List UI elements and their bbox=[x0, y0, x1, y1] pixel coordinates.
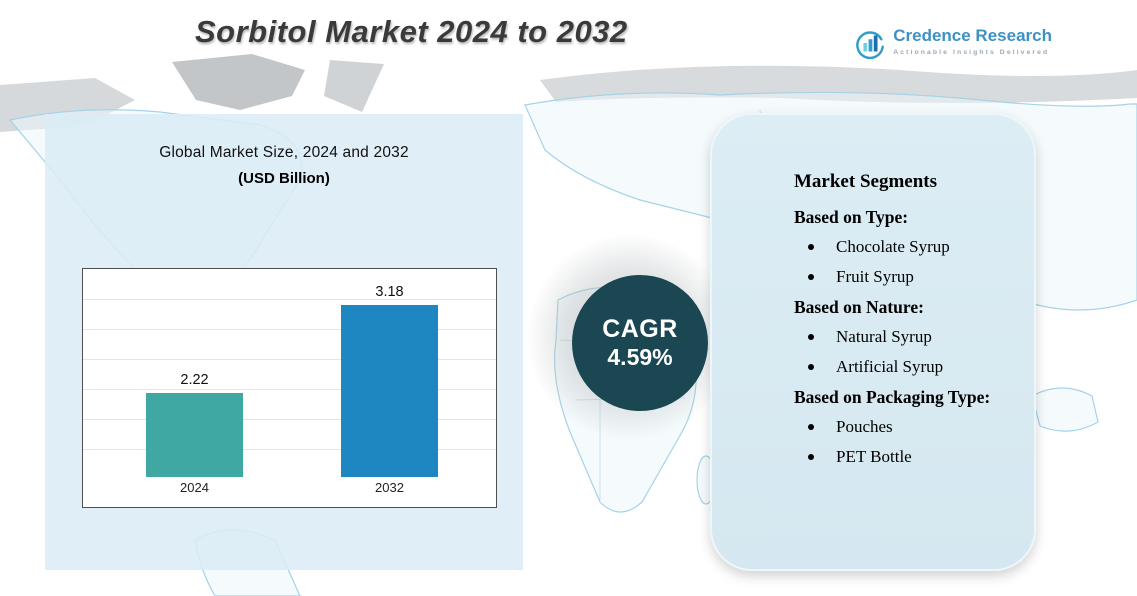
segment-item: Pouches bbox=[836, 417, 893, 436]
gridline bbox=[83, 329, 496, 330]
page-title: Sorbitol Market 2024 to 2032 bbox=[195, 14, 628, 49]
bullet-icon bbox=[808, 364, 814, 370]
x-axis-label-2024: 2024 bbox=[180, 480, 209, 495]
bullet-icon bbox=[808, 274, 814, 280]
list-item: Natural Syrup bbox=[794, 322, 1010, 352]
chart-subtitle: (USD Billion) bbox=[238, 170, 330, 187]
cagr-badge: CAGR 4.59% bbox=[572, 275, 708, 411]
map-australia bbox=[1031, 387, 1099, 432]
list-item: Fruit Syrup bbox=[794, 262, 1010, 292]
bullet-icon bbox=[808, 244, 814, 250]
bullet-icon bbox=[808, 454, 814, 460]
segment-group-nature: Based on Nature: bbox=[794, 296, 924, 317]
logo-name: Credence Research bbox=[893, 26, 1052, 45]
gridline bbox=[83, 419, 496, 420]
bullet-icon bbox=[808, 334, 814, 340]
bar-2032-value: 3.18 bbox=[375, 284, 404, 300]
list-item: Pouches bbox=[794, 412, 1010, 442]
list-item: Chocolate Syrup bbox=[794, 232, 1010, 262]
gridline bbox=[83, 449, 496, 450]
bar-2024-value: 2.22 bbox=[180, 372, 209, 388]
logo-tagline: Actionable Insights Delivered bbox=[893, 48, 1050, 56]
segments-heading: Market Segments bbox=[794, 171, 937, 192]
segment-group-type: Based on Type: bbox=[794, 206, 909, 227]
cagr-label: CAGR bbox=[602, 314, 678, 343]
gridline bbox=[83, 299, 496, 300]
x-axis-label-2032: 2032 bbox=[375, 480, 404, 495]
market-segments-panel: Market Segments Based on Type: Chocolate… bbox=[710, 113, 1036, 571]
logo-text: Credence Research Actionable Insights De… bbox=[893, 26, 1052, 56]
list-item: PET Bottle bbox=[794, 442, 1010, 472]
bar-2032: 3.18 bbox=[341, 284, 438, 477]
segment-item: Natural Syrup bbox=[836, 327, 932, 346]
chart-title: Global Market Size, 2024 and 2032 bbox=[159, 144, 409, 161]
market-size-panel: Global Market Size, 2024 and 2032 (USD B… bbox=[45, 114, 523, 570]
gridline bbox=[83, 359, 496, 360]
list-item: Artificial Syrup bbox=[794, 352, 1010, 382]
bar-2024: 2.22 bbox=[146, 372, 243, 477]
cagr-value: 4.59% bbox=[607, 343, 673, 370]
segment-item: Chocolate Syrup bbox=[836, 237, 950, 256]
map-gray-streak bbox=[324, 60, 384, 112]
segment-item: PET Bottle bbox=[836, 447, 912, 466]
segment-item: Fruit Syrup bbox=[836, 267, 914, 286]
segment-item: Artificial Syrup bbox=[836, 357, 944, 376]
logo-chart-icon bbox=[854, 27, 886, 64]
gridline bbox=[83, 389, 496, 390]
bullet-icon bbox=[808, 424, 814, 430]
segment-group-packaging: Based on Packaging Type: bbox=[794, 386, 991, 407]
credence-research-logo: Credence Research Actionable Insights De… bbox=[854, 26, 1052, 64]
bar-chart: 2.22 3.18 2024 2032 bbox=[82, 268, 497, 508]
map-greenland-shape bbox=[172, 54, 305, 110]
